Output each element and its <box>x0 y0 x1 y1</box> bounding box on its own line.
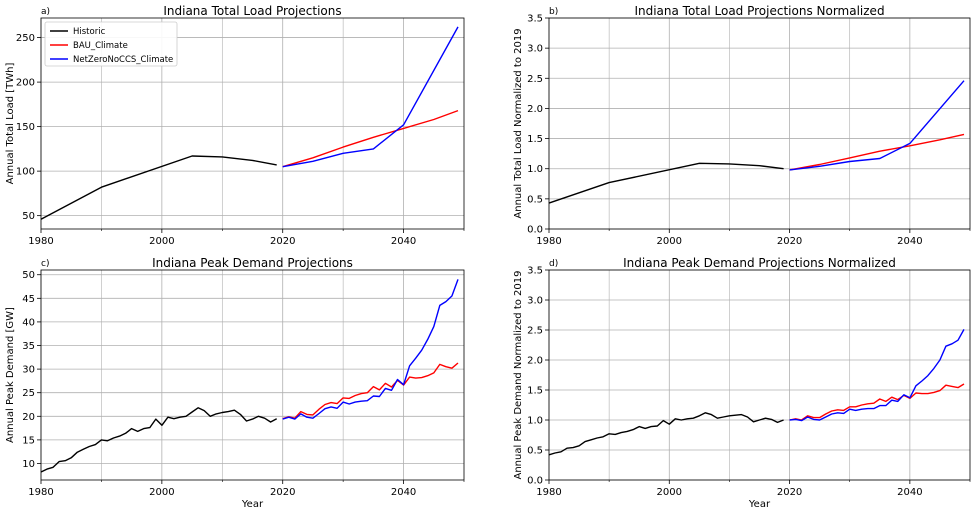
x-tick-label: 2000 <box>149 236 174 247</box>
y-tick-label: 1.5 <box>527 386 543 397</box>
y-tick-label: 3.5 <box>527 14 543 25</box>
y-tick-label: 100 <box>16 167 35 178</box>
legend-entry-netzero-noccs-climate-label: NetZeroNoCCS_Climate <box>73 55 173 65</box>
y-tick-label: 10 <box>22 459 35 470</box>
x-tick-label: 2040 <box>897 487 922 498</box>
y-tick-label: 0.5 <box>527 194 543 205</box>
series-line-historic <box>548 412 784 456</box>
y-tick-label: 2.5 <box>527 326 543 337</box>
axes-frame <box>548 269 971 481</box>
panel-total-load: 1980 2000 2020 2040 50 100 150 200 250 a) Indiana … <box>5 4 465 247</box>
series-line-historic <box>40 155 277 220</box>
chart-title: Indiana Peak Demand Projections Normaliz… <box>623 256 896 270</box>
y-tick-label: 3.5 <box>527 266 543 277</box>
y-tick-label: 2.5 <box>527 74 543 85</box>
series-line-netzeronoccs-climate <box>789 80 965 171</box>
x-tick-label: 2040 <box>391 236 416 247</box>
axes-frame <box>40 269 465 481</box>
y-tick-label: 35 <box>22 341 35 352</box>
y-tick-label: 2.0 <box>527 356 543 367</box>
x-tick-label: 2000 <box>149 487 174 498</box>
y-tick-label: 45 <box>22 294 35 305</box>
x-axis-label: Year <box>241 499 264 510</box>
y-tick-label: 250 <box>16 33 35 44</box>
chart-title: Indiana Total Load Projections Normalize… <box>634 4 884 18</box>
panel-total-load-normalized: 1980 2000 2020 2040 0.0 0.5 1.0 1.5 2.0 2.5 3.0 3.5… <box>513 4 971 247</box>
x-tick-label: 1980 <box>536 487 561 498</box>
y-tick-label: 0.0 <box>527 476 543 487</box>
y-tick-label: 40 <box>22 317 35 328</box>
y-tick-label: 50 <box>22 270 35 281</box>
x-tick-label: 2020 <box>270 487 295 498</box>
series-line-bau-climate <box>789 383 965 421</box>
x-tick-label: 1980 <box>536 236 561 247</box>
x-tick-label: 2000 <box>657 236 682 247</box>
x-tick-label: 2020 <box>270 236 295 247</box>
panel-peak-demand: 1980 2000 2020 2040 10 15 20 25 30 35 40 45 50 c) Indi… <box>5 256 465 510</box>
series-line-bau-climate <box>282 109 459 168</box>
y-tick-label: 150 <box>16 122 35 133</box>
y-tick-label: 1.0 <box>527 416 543 427</box>
y-tick-label: 3.0 <box>527 44 543 55</box>
panel-label: c) <box>41 259 49 269</box>
y-tick-label: 25 <box>22 388 35 399</box>
legend: Historic BAU_Climate NetZeroNoCCS_Climate <box>44 21 178 67</box>
series-line-bau-climate <box>789 133 965 171</box>
x-tick-label: 2040 <box>897 236 922 247</box>
panel-peak-demand-normalized: 1980 2000 2020 2040 0.0 0.5 1.0 1.5 2.0 2.5 3.0 3.5… <box>513 256 971 510</box>
y-tick-label: 30 <box>22 365 35 376</box>
legend-box <box>44 21 178 67</box>
series-line-netzeronoccs-climate <box>282 279 459 420</box>
y-tick-label: 1.0 <box>527 164 543 175</box>
x-tick-label: 2000 <box>657 487 682 498</box>
legend-entry-bau-climate-label: BAU_Climate <box>73 41 128 51</box>
y-tick-label: 1.5 <box>527 134 543 145</box>
y-tick-label: 0.0 <box>527 225 543 236</box>
x-tick-label: 2040 <box>391 487 416 498</box>
series-line-bau-climate <box>282 362 459 420</box>
axes-frame <box>40 17 465 230</box>
y-tick-label: 200 <box>16 78 35 89</box>
y-axis-label: Annual Total Load [TWh] <box>5 63 16 185</box>
y-axis-label: Annual Total Load Normalized to 2019 <box>513 28 524 218</box>
x-tick-label: 2020 <box>777 487 802 498</box>
x-axis-label: Year <box>748 499 771 510</box>
y-tick-label: 20 <box>22 412 35 423</box>
panel-label: a) <box>41 7 50 17</box>
chart-title: Indiana Total Load Projections <box>163 4 341 18</box>
series-line-historic <box>548 162 784 204</box>
x-tick-label: 2020 <box>777 236 802 247</box>
y-tick-label: 15 <box>22 435 35 446</box>
y-tick-label: 3.0 <box>527 296 543 307</box>
y-tick-label: 0.5 <box>527 446 543 457</box>
series-line-netzeronoccs-climate <box>282 26 459 168</box>
chart-title: Indiana Peak Demand Projections <box>152 256 353 270</box>
y-tick-label: 50 <box>22 211 35 222</box>
x-tick-label: 1980 <box>28 487 53 498</box>
panel-label: b) <box>549 7 558 17</box>
x-tick-label: 1980 <box>28 236 53 247</box>
legend-entry-historic-label: Historic <box>73 27 106 37</box>
y-axis-label: Annual Peak Demand [GW] <box>5 307 16 443</box>
series-line-netzeronoccs-climate <box>789 329 965 422</box>
axes-frame <box>548 17 971 230</box>
panel-label: d) <box>549 259 558 269</box>
series-line-historic <box>40 407 278 473</box>
y-axis-label: Annual Peak Demand Normalized to 2019 <box>513 270 524 479</box>
y-tick-label: 2.0 <box>527 104 543 115</box>
